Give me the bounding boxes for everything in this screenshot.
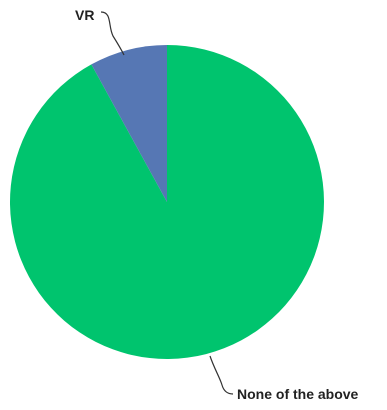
- leader-line-none-of-the-above: [209, 355, 234, 395]
- pie-slices: [9, 44, 324, 359]
- label-vr: VR: [75, 7, 94, 23]
- leader-line-vr: [100, 11, 125, 56]
- pie-slice-none-of-the-above: [9, 45, 324, 359]
- label-none-of-the-above: None of the above: [237, 386, 359, 402]
- pie-slice-vr: [91, 44, 167, 202]
